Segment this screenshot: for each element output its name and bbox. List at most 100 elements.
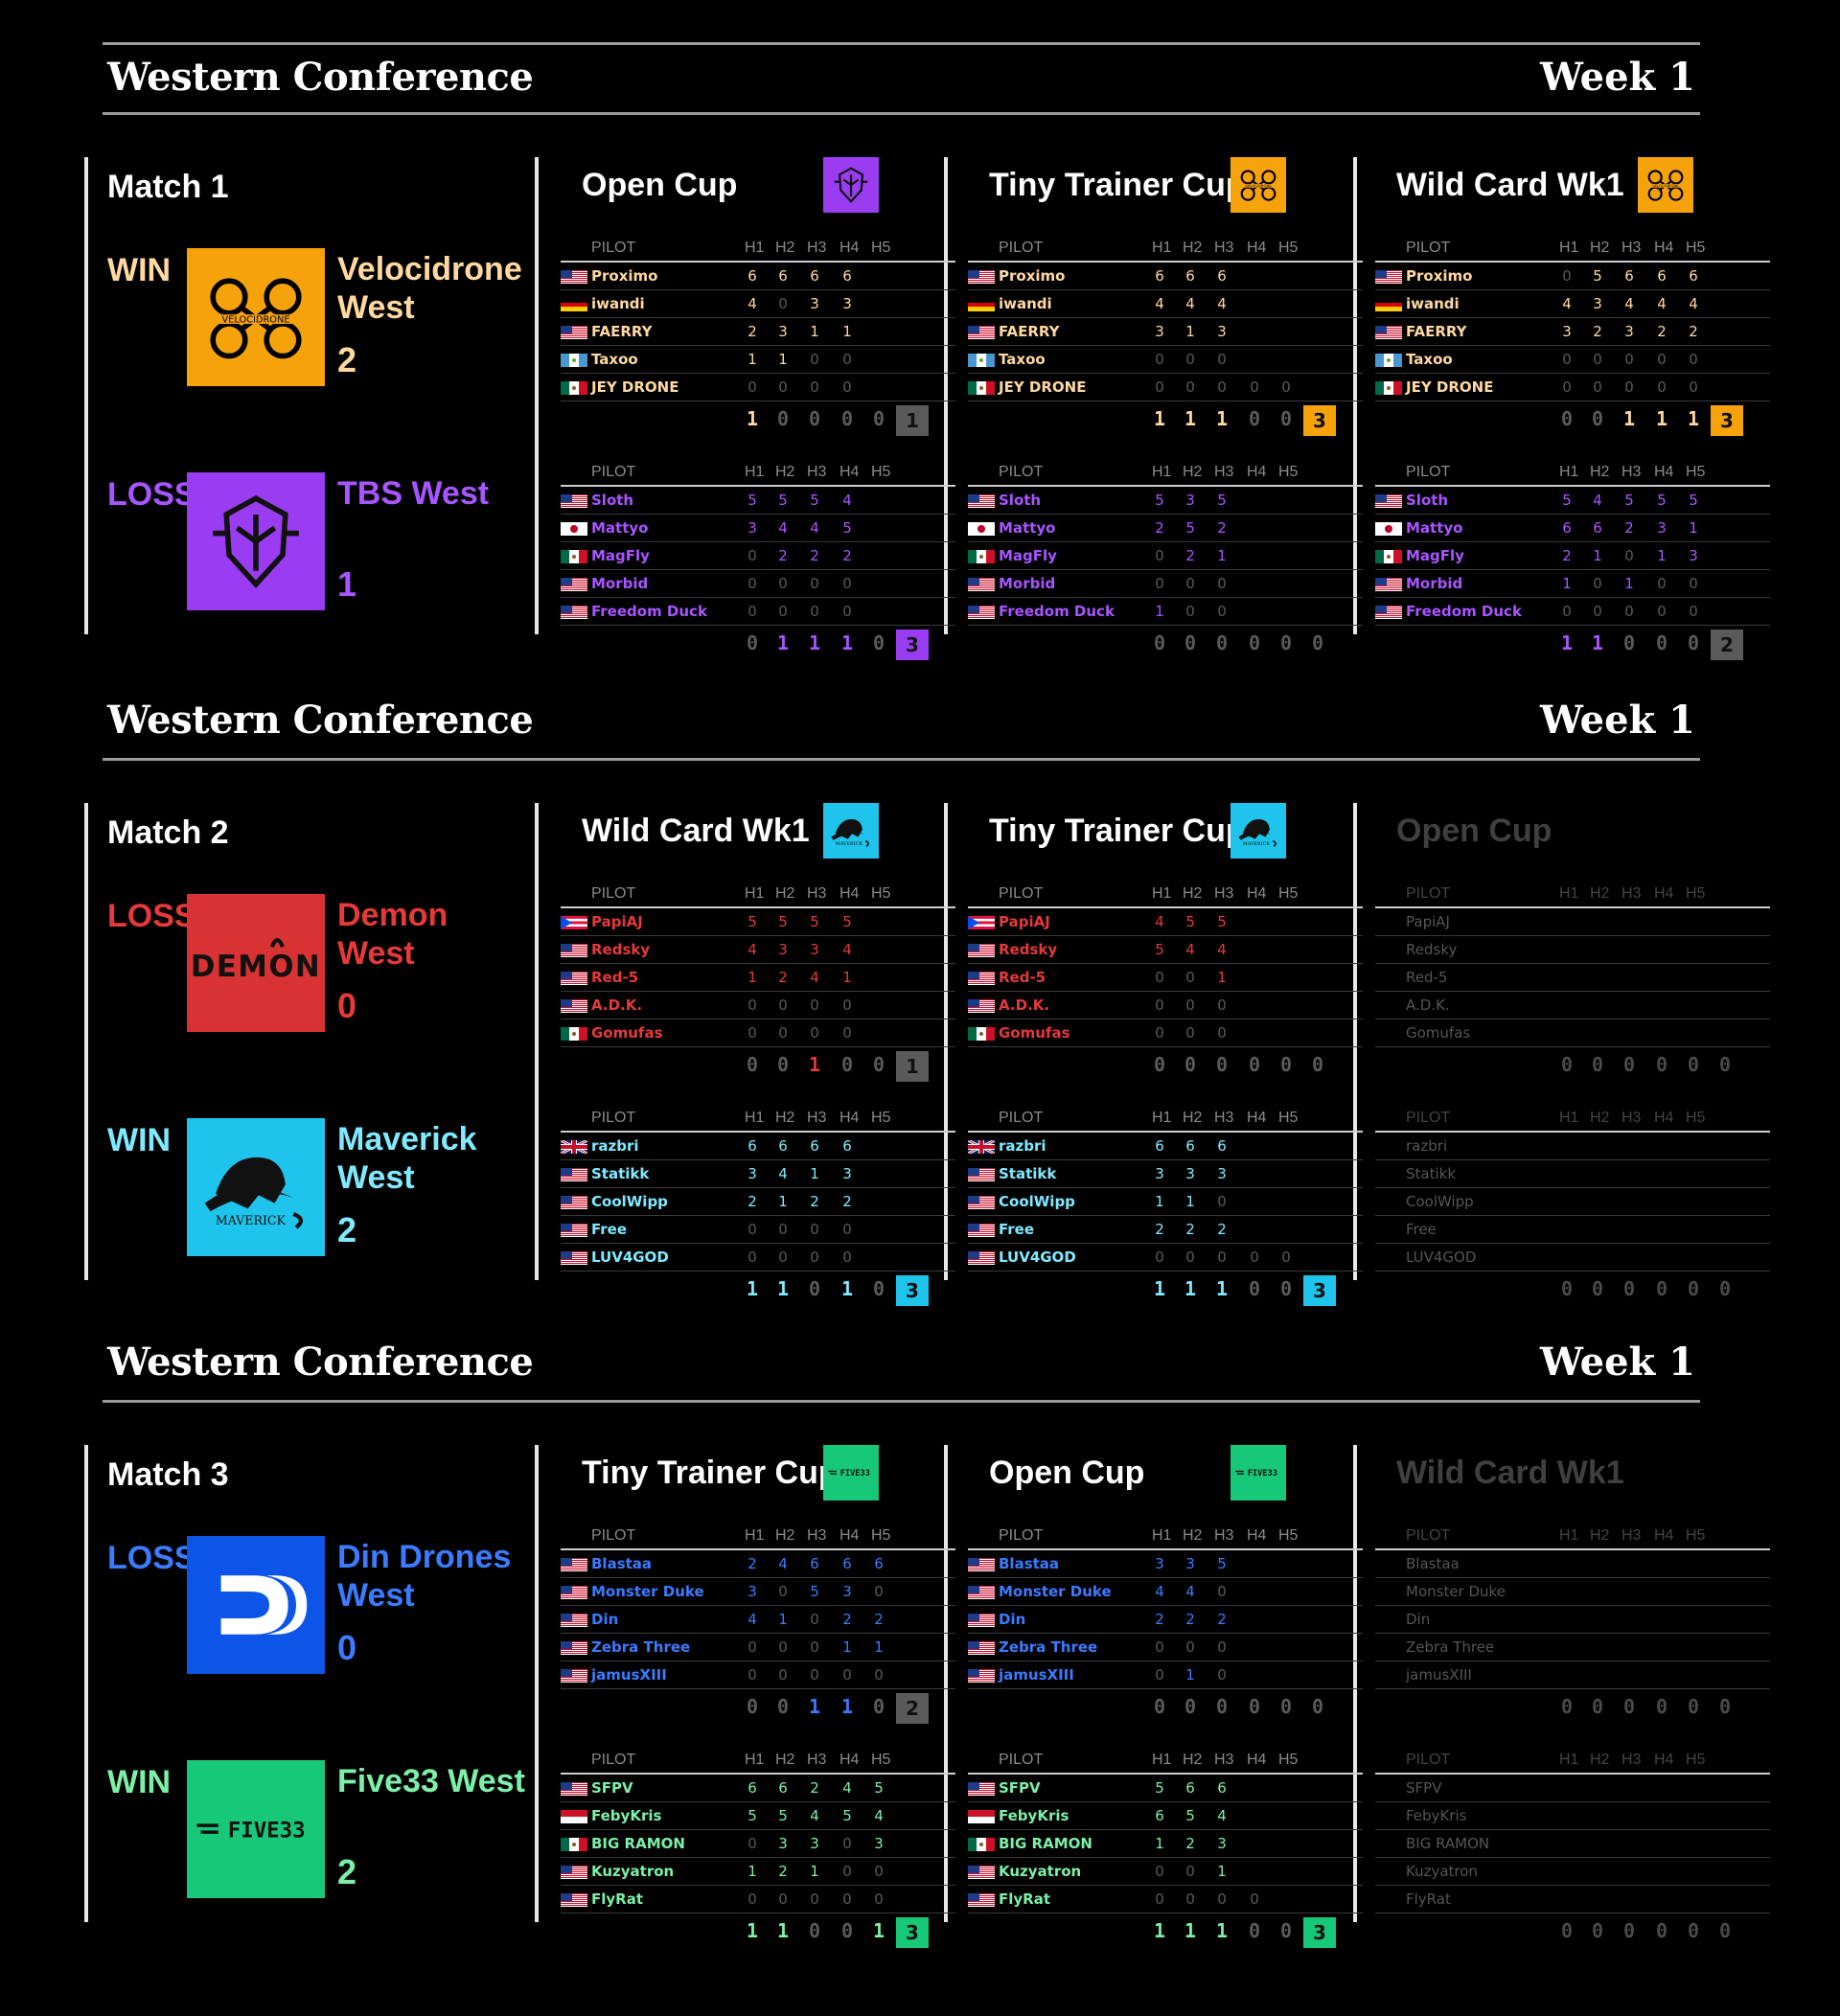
heat-win-indicator: 0 [1279,1695,1293,1718]
pilot-column-header: PILOT [591,1752,636,1768]
heat-score: 1 [748,969,757,986]
heat-score: 6 [778,1779,788,1797]
flag-icon [1375,381,1402,395]
pilot-table: PILOT H1 H2 H3 H4 H5 Blastaa Monster Duke Din Zeb… [1375,1523,1770,1724]
table-header: PILOT H1 H2 H3 H4 H5 [1375,1748,1770,1775]
heat-score: 0 [778,1249,788,1266]
cup-panel: Open Cup FIVE33 PILOT H1 H2 H3 H4 H5 Blastaa 3 3 5 M… [958,1445,1363,1948]
points-box: 3 [896,1275,929,1306]
heat-score: 1 [778,1611,788,1628]
cup-panel: Tiny Trainer Cup VELOCIDRONE PILOT H1 H2 H3 H4… [958,157,1363,655]
pilot-table: PILOT H1 H2 H3 H4 H5 Sloth 5 5 5 4 Mattyo 3 4 4 5 MagFly… [561,460,955,660]
conference-title: Western Conference [107,55,534,100]
heat-score: 1 [874,1638,884,1656]
heat-score: 6 [778,267,788,285]
pilot-table: PILOT H1 H2 H3 H4 H5 razbri 6 6 6 6 Statikk 3 4 1 3 Cool… [560,1106,955,1306]
table-header: PILOT H1 H2 H3 H4 H5 [1375,460,1770,487]
heat-score: 2 [810,1193,819,1210]
svg-text:VELOCIDRONE: VELOCIDRONE [1245,183,1272,188]
heat-score: 6 [1624,267,1634,285]
pilot-name: Gomufas [591,1024,663,1042]
heat-column-header: H5 [871,1752,891,1768]
table-header: PILOT H1 H2 H3 H4 H5 [561,1106,955,1133]
heat-win-indicator: 0 [808,1277,821,1300]
heat-score: 0 [1155,1024,1164,1042]
cup-team-logo: VELOCIDRONE [1638,157,1693,213]
heat-column-header: H2 [775,1527,795,1544]
pilot-name: Redsky [591,941,651,958]
pilot-row: Red-5 [1375,964,1770,992]
pilot-row: Morbid 1 0 1 0 0 [1375,570,1770,598]
pilot-row: FAERRY 3 1 3 [968,318,1363,346]
heat-score: 0 [1185,575,1195,592]
heat-column-header: H2 [775,885,795,902]
cup-title: Wild Card Wk1 [1396,1455,1624,1491]
heat-score: 6 [748,1137,757,1155]
pilot-row: Redsky 4 3 3 4 [561,936,955,964]
heat-score: 0 [1185,997,1195,1014]
pilot-row: Gomufas [1375,1019,1770,1047]
heat-win-indicator: 0 [1279,407,1293,430]
heat-score: 5 [748,1807,757,1824]
flag-icon [561,1614,587,1627]
heat-score: 4 [1657,295,1667,312]
flag-icon [561,270,587,284]
pilot-row: Proximo 6 6 6 6 [561,263,955,290]
heat-win-indicator: 0 [1591,1919,1604,1942]
points-box: 2 [1711,630,1743,660]
heat-win-indicator: 0 [808,1919,821,1942]
cup-team-logo [823,157,879,213]
heat-score: 0 [748,603,757,620]
match-section: Western Conference Week 1 Match 1 WIN VELOCI… [0,42,1840,675]
flag-icon [561,1027,587,1041]
heat-score: 5 [842,1807,852,1824]
flag-icon [561,1782,587,1796]
flag-icon [967,1138,996,1156]
heat-score: 5 [1155,1779,1164,1797]
heat-score: 5 [1217,913,1227,930]
points-box: 3 [1303,1917,1336,1948]
pilot-row: A.D.K. 0 0 0 [968,992,1363,1019]
flag-icon [1375,550,1402,563]
flag-icon [968,1027,995,1041]
heat-column-header: H1 [1559,240,1579,256]
pilot-column-header: PILOT [999,1752,1044,1768]
heat-score: 0 [1155,1638,1164,1656]
pilot-row: Free 2 2 2 [968,1216,1363,1244]
flag-icon [561,522,587,536]
pilot-name: LUV4GOD [1406,1249,1477,1266]
heat-column-header: H5 [871,885,891,902]
heat-win-indicator: 1 [776,631,790,654]
pilot-row: Morbid 0 0 0 0 [561,570,955,598]
maverick-logo: MAVERICK [187,1118,325,1256]
pilot-row: Red-5 0 0 1 [968,964,1363,992]
pilot-row: Proximo 6 6 6 [968,263,1363,290]
heat-column-header: H5 [1686,1752,1706,1768]
heat-score: 1 [748,351,757,368]
column-divider [84,1445,88,1922]
column-divider [944,803,948,1280]
heat-column-header: H1 [1152,464,1172,480]
pilot-row: Din 2 2 2 [968,1606,1363,1634]
pilot-name: Morbid [591,575,649,592]
heat-win-indicator: 0 [746,1053,759,1076]
flag-icon [1375,606,1402,619]
table-header: PILOT H1 H2 H3 H4 H5 [968,882,1363,908]
heat-score: 2 [748,1555,757,1572]
heat-score: 0 [1155,997,1164,1014]
pilot-name: razbri [999,1137,1046,1155]
heat-score: 4 [1624,295,1634,312]
pilot-row: SFPV [1375,1775,1770,1802]
pilot-name: Sloth [1406,492,1449,509]
heat-score: 3 [778,941,788,958]
pilot-table: PILOT H1 H2 H3 H4 H5 PapiAJ Redsky Red-5 A.D.K. Go… [1375,882,1770,1082]
heat-score: 3 [778,323,788,340]
heat-win-indicator: 0 [1591,1695,1604,1718]
pilot-row: FebyKris 6 5 4 [968,1802,1363,1830]
heat-score: 4 [1155,295,1164,312]
pilot-name: MagFly [591,547,650,564]
heat-column-header: H4 [1247,885,1267,902]
heat-score: 0 [1217,575,1227,592]
heat-column-header: H1 [745,1527,765,1544]
